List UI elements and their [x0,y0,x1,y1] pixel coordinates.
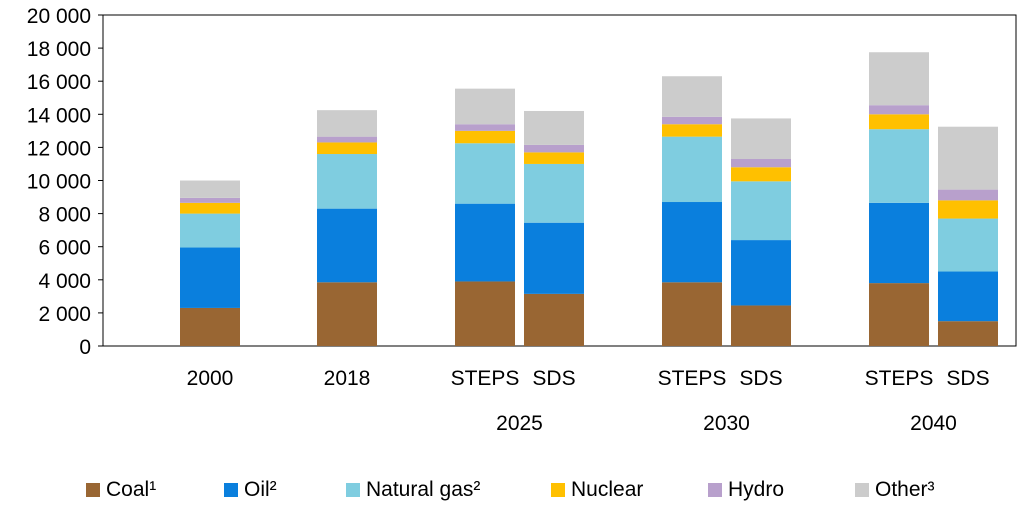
legend-item: Oil² [224,476,277,504]
bar-segment [731,158,791,168]
legend-item: Coal¹ [86,476,156,504]
y-tick-label: 8 000 [38,204,91,227]
legend-item: Hydro [708,476,784,504]
y-tick-label: 12 000 [27,137,91,160]
bar-segment [731,181,791,241]
bar-segment [869,114,929,130]
bar-segment [180,213,240,248]
legend-swatch [708,483,722,497]
y-tick-label: 10 000 [27,171,91,194]
x-group-label: 2025 [496,412,543,435]
bars [180,52,998,346]
y-tick-label: 4 000 [38,270,91,293]
bar-segment [524,163,584,223]
bar-segment [180,197,240,203]
legend-swatch [86,483,100,497]
x-tick-label: SDS [946,367,989,390]
bar-segment [938,126,998,190]
x-tick-label: SDS [739,367,782,390]
bar-segment [455,124,515,131]
bar-segment [869,105,929,115]
x-tick-label: 2000 [187,367,234,390]
y-tick-label: 14 000 [27,104,91,127]
bar-segment [938,200,998,219]
bar-segment [662,136,722,203]
legend-swatch [346,483,360,497]
bar-segment [731,240,791,306]
legend-label: Nuclear [571,478,644,501]
bar-segment [317,110,377,137]
bar-segment [317,136,377,143]
y-tick-label: 0 [79,336,91,359]
bar-segment [662,282,722,346]
bar-segment [524,144,584,153]
bar-segment [180,247,240,308]
legend-swatch [855,483,869,497]
bar-segment [524,152,584,164]
legend-label: Other³ [875,478,935,501]
bar-segment [731,305,791,346]
x-tick-label: STEPS [451,367,520,390]
bar-segment [662,76,722,117]
bar-segment [869,129,929,203]
x-tick-label: STEPS [658,367,727,390]
legend-label: Oil² [244,478,277,501]
bar-segment [662,202,722,283]
bar-segment [938,218,998,272]
y-tick-label: 16 000 [27,71,91,94]
bar-segment [662,124,722,137]
x-tick-label: SDS [532,367,575,390]
bar-segment [869,52,929,106]
bar-segment [455,88,515,125]
x-tick-label: 2018 [324,367,371,390]
bar-segment [662,116,722,125]
bar-segment [317,154,377,209]
bar-segment [869,202,929,284]
bar-segment [180,307,240,346]
x-tick-label: STEPS [865,367,934,390]
y-tick-label: 2 000 [38,303,91,326]
bar-segment [869,283,929,346]
bar-segment [317,142,377,155]
bar-segment [180,202,240,214]
bar-segment [731,167,791,182]
y-tick-label: 18 000 [27,38,91,61]
labels: 2000 2018 STEPS SDS STEPS SDS STEPS SDS 2025 2030… [187,367,990,435]
bar-segment [524,110,584,145]
bar-segment [938,321,998,346]
legend-item: Other³ [855,476,935,504]
axes: 0 2 000 4 000 6 000 8 000 10 000 12 000 14 000 1… [27,5,1017,359]
legend-item: Natural gas² [346,476,480,504]
legend-label: Natural gas² [366,478,481,501]
legend-item: Nuclear [551,476,643,504]
y-tick-label: 6 000 [38,237,91,260]
x-group-label: 2040 [910,412,957,435]
bar-segment [455,143,515,204]
bar-segment [524,293,584,346]
bar-segment [938,189,998,201]
legend: Coal¹ Oil² Natural gas² Nuclear Hydro Other³ [0,476,1026,504]
x-group-label: 2030 [703,412,750,435]
bar-segment [455,281,515,346]
bar-segment [455,130,515,144]
bar-segment [938,271,998,322]
bar-segment [524,222,584,294]
legend-swatch [551,483,565,497]
legend-swatch [224,483,238,497]
bar-segment [180,180,240,198]
legend-label: Hydro [728,478,785,501]
bar-segment [317,282,377,346]
bar-segment [731,118,791,159]
legend-label: Coal¹ [106,478,157,501]
y-tick-label: 20 000 [27,5,91,28]
bar-segment [317,208,377,283]
bar-segment [455,203,515,282]
